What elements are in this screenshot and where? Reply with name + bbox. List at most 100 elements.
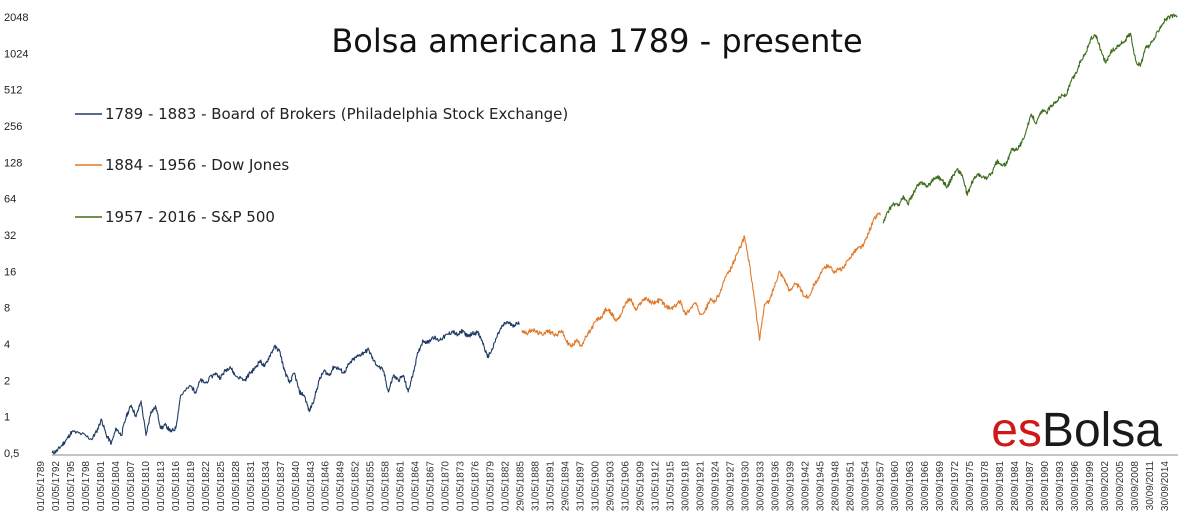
x-tick-label: 31/05/1906 <box>621 461 632 511</box>
x-tick-label: 30/09/1921 <box>695 461 706 511</box>
series-line-3 <box>882 13 1178 224</box>
x-tick-label: 30/09/1966 <box>920 461 931 511</box>
x-tick-label: 01/05/1834 <box>261 461 272 511</box>
x-tick-label: 30/09/1927 <box>725 461 736 511</box>
x-tick-label: 28/09/1990 <box>1040 461 1051 511</box>
x-tick-label: 31/05/1891 <box>546 461 557 511</box>
y-tick-label: 2048 <box>4 12 28 24</box>
x-tick-label: 01/05/1855 <box>366 461 377 511</box>
y-tick-label: 64 <box>4 194 16 206</box>
y-tick-label: 1 <box>4 412 10 424</box>
x-tick-label: 01/05/1858 <box>381 461 392 511</box>
series-line-2 <box>521 212 881 348</box>
x-tick-label: 30/09/2011 <box>1145 461 1156 511</box>
x-tick-label: 01/05/1882 <box>501 461 512 511</box>
x-tick-label: 01/05/1801 <box>96 461 107 511</box>
x-tick-label: 01/05/1807 <box>126 461 137 511</box>
x-tick-label: 30/09/1963 <box>905 461 916 511</box>
legend-label-2: 1884 - 1956 - Dow Jones <box>105 156 289 174</box>
x-tick-label: 30/09/1981 <box>995 461 1006 511</box>
x-tick-label: 30/09/1945 <box>815 461 826 511</box>
x-tick-label: 01/05/1798 <box>81 461 92 511</box>
y-tick-label: 256 <box>4 121 22 133</box>
legend-label-1: 1789 - 1883 - Board of Brokers (Philadel… <box>105 105 568 123</box>
x-tick-label: 29/05/1894 <box>561 461 572 511</box>
y-tick-label: 16 <box>4 266 16 278</box>
x-tick-label: 30/09/1957 <box>875 461 886 511</box>
x-tick-label: 30/09/1942 <box>800 461 811 511</box>
esbolsa-logo: esBolsa <box>991 404 1162 457</box>
logo-prefix: es <box>991 404 1042 457</box>
x-tick-label: 30/09/1930 <box>740 461 751 511</box>
x-tick-label: 01/05/1849 <box>336 461 347 511</box>
x-tick-label: 30/09/1918 <box>680 461 691 511</box>
x-tick-label: 30/09/1936 <box>770 461 781 511</box>
x-tick-label: 30/09/1969 <box>935 461 946 511</box>
x-tick-label: 01/05/1816 <box>171 461 182 511</box>
x-tick-label: 01/05/1867 <box>426 461 437 511</box>
x-tick-label: 31/05/1897 <box>576 461 587 511</box>
x-tick-label: 30/09/2005 <box>1115 461 1126 511</box>
x-tick-label: 28/09/1948 <box>830 461 841 511</box>
x-tick-label: 30/09/1924 <box>710 461 721 511</box>
x-tick-label: 29/09/1972 <box>950 461 961 511</box>
x-tick-label: 30/09/1975 <box>965 461 976 511</box>
y-tick-label: 2 <box>4 375 10 387</box>
x-tick-label: 30/09/1960 <box>890 461 901 511</box>
x-tick-label: 30/09/1987 <box>1025 461 1036 511</box>
x-tick-label: 01/05/1861 <box>396 461 407 511</box>
x-tick-label: 31/05/1912 <box>651 461 662 511</box>
y-tick-label: 1024 <box>4 48 28 60</box>
x-tick-label: 01/05/1804 <box>111 461 122 511</box>
x-tick-label: 31/05/1915 <box>665 461 676 511</box>
x-tick-label: 30/09/1978 <box>980 461 991 511</box>
y-tick-label: 128 <box>4 157 22 169</box>
x-tick-label: 01/05/1864 <box>411 461 422 511</box>
x-tick-label: 28/09/1951 <box>845 461 856 511</box>
x-tick-label: 01/05/1837 <box>276 461 287 511</box>
x-tick-label: 01/05/1795 <box>66 461 77 511</box>
chart-title: Bolsa americana 1789 - presente <box>331 22 862 60</box>
x-tick-label: 01/05/1789 <box>36 461 47 511</box>
x-tick-label: 31/05/1888 <box>531 461 542 511</box>
x-tick-label: 30/09/1933 <box>755 461 766 511</box>
x-tick-label: 30/09/2008 <box>1130 461 1141 511</box>
x-tick-label: 01/05/1846 <box>321 461 332 511</box>
x-tick-label: 01/05/1852 <box>351 461 362 511</box>
x-tick-label: 01/05/1831 <box>246 461 257 511</box>
x-tick-label: 01/05/1819 <box>186 461 197 511</box>
x-tick-label: 29/05/1885 <box>516 461 527 511</box>
series-lines <box>51 13 1178 455</box>
x-tick-label: 01/05/1843 <box>306 461 317 511</box>
x-tick-label: 30/09/2014 <box>1160 461 1171 511</box>
x-tick-label: 30/09/1999 <box>1085 461 1096 511</box>
x-tick-label: 30/09/2002 <box>1100 461 1111 511</box>
series-line-1 <box>51 321 520 455</box>
legend-label-3: 1957 - 2016 - S&P 500 <box>105 208 275 226</box>
x-tick-label: 29/05/1909 <box>636 461 647 511</box>
x-tick-label: 29/05/1903 <box>606 461 617 511</box>
x-tick-label: 30/09/1954 <box>860 461 871 511</box>
x-tick-label: 01/05/1813 <box>156 461 167 511</box>
x-axis: 01/05/1789 01/05/1792 01/05/1795 01/05/1798… <box>36 454 1178 511</box>
x-tick-label: 01/05/1876 <box>471 461 482 511</box>
x-tick-label: 30/09/1993 <box>1055 461 1066 511</box>
y-tick-label: 512 <box>4 85 22 97</box>
x-tick-label: 28/09/1984 <box>1010 461 1021 511</box>
x-tick-label: 01/05/1879 <box>486 461 497 511</box>
x-tick-label: 01/05/1792 <box>51 461 62 511</box>
svg-text:esBolsa: esBolsa <box>991 404 1162 457</box>
x-tick-label: 30/09/1939 <box>785 461 796 511</box>
x-tick-label: 01/05/1822 <box>201 461 212 511</box>
legend: 1789 - 1883 - Board of Brokers (Philadel… <box>75 105 568 226</box>
x-tick-label: 01/05/1825 <box>216 461 227 511</box>
x-tick-label: 01/05/1828 <box>231 461 242 511</box>
x-tick-label: 31/05/1900 <box>591 461 602 511</box>
y-tick-label: 4 <box>4 339 10 351</box>
x-tick-label: 01/05/1873 <box>456 461 467 511</box>
x-tick-label: 01/05/1840 <box>291 461 302 511</box>
x-tick-label: 30/09/1996 <box>1070 461 1081 511</box>
y-tick-label: 8 <box>4 303 10 315</box>
